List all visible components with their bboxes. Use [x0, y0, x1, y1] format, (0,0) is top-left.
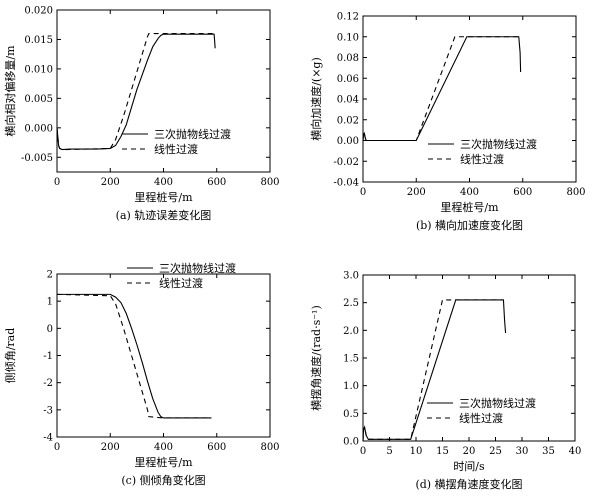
- panel-caption: (a) 轨迹误差变化图: [116, 208, 212, 222]
- chart-panel-1: 0 200 400 600 800 -0.005 0.000 0.005 0.010 0.015 0…: [3, 6, 280, 223]
- y-tick-label: -1: [43, 351, 53, 362]
- chart-panel-2: 0 200 400 600 800 -0.04 -0.02 0.00 0.02 0.04 0.06 0…: [309, 12, 586, 233]
- legend-label: 三次抛物线过渡: [159, 261, 236, 275]
- y-tick-label: 0.005: [24, 94, 53, 105]
- y-tick-label: 2: [47, 270, 53, 281]
- x-tick-label: 800: [566, 187, 585, 198]
- x-tick-label: 200: [407, 187, 426, 198]
- x-tick-label: 600: [207, 177, 226, 188]
- x-tick-label: 10: [410, 446, 423, 457]
- x-tick-label: 5: [386, 446, 392, 457]
- panel-caption: (d) 横摆角速度变化图: [415, 477, 522, 491]
- x-tick-label: 600: [207, 442, 226, 453]
- x-tick-label: 40: [569, 446, 582, 457]
- series-line-linear: [56, 33, 215, 151]
- y-tick-label: -2: [43, 378, 53, 389]
- y-tick-label: 1.0: [343, 381, 359, 392]
- y-tick-label: 0.5: [343, 409, 359, 420]
- y-tick-label: -4: [43, 433, 53, 444]
- chart-panel-3: 0 200 400 600 800 -4 -3 -2 -1 0 1 2 里程桩号/m 侧倾角/rad (c)…: [4, 261, 280, 487]
- y-tick-label: 0.015: [24, 35, 53, 46]
- y-tick-label: -3: [43, 405, 53, 416]
- legend-label: 线性过渡: [154, 142, 198, 156]
- x-tick-label: 30: [516, 446, 529, 457]
- y-tick-label: 0.02: [337, 115, 359, 126]
- x-tick-label: 25: [489, 446, 502, 457]
- x-axis-label: 里程桩号/m: [134, 455, 193, 469]
- series-line-cubic: [57, 293, 212, 419]
- x-tick-label: 0: [360, 446, 366, 457]
- x-tick-label: 35: [542, 446, 555, 457]
- y-tick-label: 0.08: [337, 53, 359, 64]
- y-tick-label: 0.10: [337, 32, 359, 43]
- series-line-cubic: [56, 33, 216, 151]
- y-axis-label: 侧倾角/rad: [4, 328, 17, 384]
- chart-panel-4: 0 5 10 15 20 25 30 35 40 0.0 0.5 1.0 1.5 2.0 2.5 3.0 时间/…: [309, 271, 581, 492]
- x-axis-label: 里程桩号/m: [134, 190, 193, 204]
- legend-label: 三次抛物线过渡: [154, 127, 231, 141]
- y-tick-label: 0.04: [337, 95, 359, 106]
- y-tick-label: 0.000: [24, 123, 53, 134]
- series-line-cubic: [362, 36, 522, 142]
- x-tick-label: 400: [154, 177, 173, 188]
- x-tick-label: 200: [101, 177, 120, 188]
- y-axis-label: 横向加速度/(×g): [309, 57, 323, 141]
- x-tick-label: 0: [54, 442, 60, 453]
- y-tick-label: 3.0: [343, 271, 359, 282]
- y-tick-label: 1: [47, 297, 53, 308]
- series-line-linear: [362, 299, 504, 442]
- y-tick-label: -0.02: [333, 157, 359, 168]
- y-tick-label: 0.06: [337, 74, 359, 85]
- legend-label: 三次抛物线过渡: [460, 137, 537, 151]
- legend-label: 线性过渡: [460, 152, 504, 166]
- legend-label: 三次抛物线过渡: [459, 396, 536, 410]
- x-tick-label: 400: [154, 442, 173, 453]
- y-tick-label: 0.020: [24, 6, 53, 17]
- legend-label: 线性过渡: [159, 276, 203, 290]
- y-axis-label: 横向相对偏移量/m: [3, 45, 17, 137]
- x-axis-label: 里程桩号/m: [440, 200, 499, 214]
- x-tick-label: 15: [436, 446, 449, 457]
- panel-caption: (c) 侧倾角变化图: [121, 473, 205, 487]
- series-line-linear: [56, 293, 212, 419]
- y-tick-label: 0: [47, 324, 53, 335]
- x-axis-label: 时间/s: [453, 460, 485, 473]
- y-tick-label: 0.0: [343, 437, 359, 448]
- y-tick-label: 0.00: [337, 136, 359, 147]
- x-tick-label: 400: [460, 187, 479, 198]
- y-axis-label: 横摆角速度/(rad·s⁻¹): [309, 305, 323, 411]
- plot-frame: [56, 273, 271, 438]
- x-tick-label: 20: [463, 446, 476, 457]
- y-tick-label: 2.5: [343, 298, 359, 309]
- y-tick-label: 0.12: [337, 12, 359, 23]
- y-tick-label: -0.005: [21, 153, 53, 164]
- y-tick-label: 1.5: [343, 354, 359, 365]
- y-tick-label: 0.010: [24, 64, 53, 75]
- x-tick-label: 0: [360, 187, 366, 198]
- x-tick-label: 800: [260, 177, 279, 188]
- x-tick-label: 200: [101, 442, 120, 453]
- y-tick-label: -0.04: [333, 178, 359, 189]
- y-tick-label: 2.0: [343, 326, 359, 337]
- series-line-linear: [362, 36, 519, 142]
- legend-label: 线性过渡: [459, 411, 503, 425]
- panel-caption: (b) 横向加速度变化图: [416, 218, 523, 232]
- x-tick-label: 800: [260, 442, 279, 453]
- x-tick-label: 600: [513, 187, 532, 198]
- x-tick-label: 0: [54, 177, 60, 188]
